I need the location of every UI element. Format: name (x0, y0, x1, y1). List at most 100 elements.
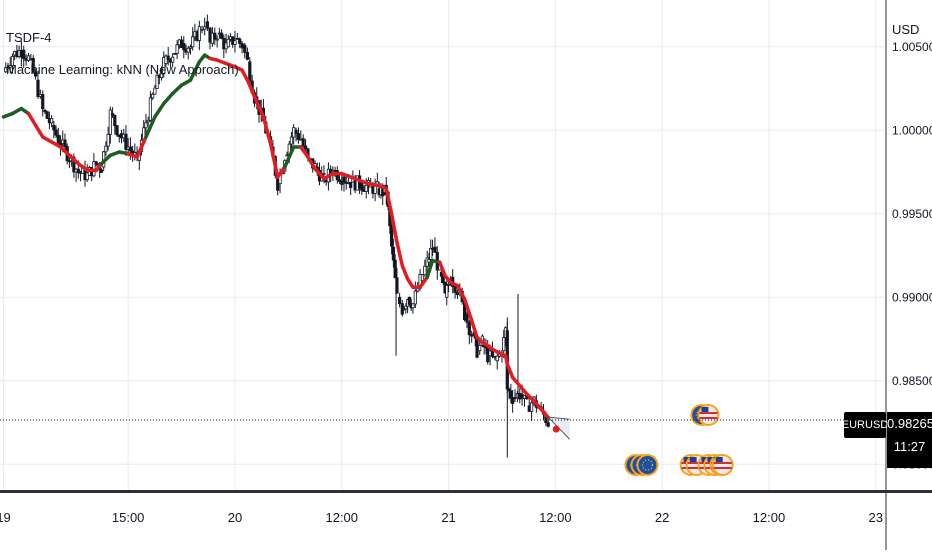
candle-body (115, 125, 119, 136)
flag-stripe (699, 412, 718, 414)
candle-body (411, 303, 415, 309)
us-event-icon[interactable] (711, 454, 734, 476)
knn-segment (418, 275, 429, 290)
candle-body (124, 133, 128, 150)
candle-body (63, 139, 67, 147)
knn-segment (275, 165, 287, 179)
price-tick-label: 0.99000 (892, 290, 932, 304)
knn-segment (400, 263, 410, 281)
flag-stripe (713, 462, 732, 464)
candle-body (433, 246, 437, 253)
knn-segment (162, 91, 175, 106)
indicator-title[interactable]: Machine Learning: kNN (New Approach) (6, 62, 239, 77)
time-axis-line (0, 490, 932, 493)
candle-body (393, 259, 397, 279)
knn-segment (170, 83, 184, 96)
candle-body (99, 169, 104, 173)
symbol-badge: EURUSD (842, 412, 888, 438)
candle-body (546, 422, 550, 427)
currency-label: USD (892, 22, 920, 37)
candle-body (108, 109, 112, 135)
time-tick-label: 12:00 (325, 510, 358, 525)
grid-lines (0, 0, 886, 491)
candle-body (6, 66, 10, 69)
candle-body (153, 87, 157, 95)
symbol-title[interactable]: TSDF-4 (6, 30, 52, 45)
bar-countdown: 11:27 (893, 439, 926, 454)
us-event-icon[interactable] (697, 404, 720, 426)
candle-body (203, 26, 207, 30)
forecast-cone (547, 416, 570, 440)
flag-canton (701, 407, 709, 412)
candle-body (470, 334, 474, 337)
candle-body (31, 57, 35, 73)
knn-segment (135, 135, 148, 159)
candle-body (159, 73, 164, 79)
candle-body (360, 183, 364, 191)
candle-body (427, 258, 431, 263)
candle-body (294, 129, 298, 134)
eu-event-icon[interactable] (636, 454, 659, 476)
candle-body (162, 56, 166, 75)
candle-body (404, 305, 408, 310)
candle-body (188, 46, 193, 49)
candle-body (186, 47, 190, 53)
candle-body (478, 344, 482, 352)
knn-segment (240, 68, 250, 82)
candle-body (182, 43, 186, 51)
candle-body (85, 172, 89, 181)
flag-canton (689, 457, 697, 462)
flag-stripe (687, 462, 706, 464)
candle-body (104, 145, 108, 153)
candle-body (22, 49, 26, 59)
candle-body (322, 172, 326, 175)
last-price-value: 0.98265 (887, 416, 932, 431)
candle-body (530, 402, 534, 412)
knn-segment (261, 115, 273, 146)
knn-line (1, 53, 550, 420)
price-tick-label: 0.98500 (892, 374, 932, 388)
knn-segment (313, 166, 326, 181)
candle-body (166, 55, 170, 61)
flag-stripe (687, 467, 706, 469)
candle-body (340, 181, 344, 185)
price-tick-label: 1.00000 (892, 123, 932, 137)
candle-body (475, 337, 479, 358)
candle-body (45, 111, 49, 119)
knn-segment (76, 161, 89, 173)
candle-body (238, 38, 242, 44)
candle-body (67, 160, 72, 163)
candle-body (220, 32, 224, 39)
candle-body (233, 40, 237, 45)
candle-body (495, 355, 499, 362)
candle-body (303, 145, 308, 150)
forecast-marker (552, 425, 560, 433)
candle-body (465, 313, 469, 323)
candle-body (52, 124, 56, 131)
candle-body (342, 176, 346, 183)
candle-body (41, 94, 45, 110)
candle-body (213, 32, 217, 40)
flag-canton (715, 457, 723, 462)
candle-body (10, 56, 15, 67)
flag-stripe (699, 417, 718, 419)
knn-segment (252, 95, 266, 119)
candle-body (391, 246, 395, 261)
knn-segment (510, 375, 522, 388)
knn-segment (389, 212, 399, 244)
candle-body (146, 119, 150, 123)
knn-segment (299, 145, 310, 159)
candle-body (445, 285, 449, 298)
time-tick-label: 20 (228, 510, 242, 525)
candle-body (337, 179, 342, 182)
candle-body (8, 65, 12, 68)
knn-segment (384, 186, 394, 216)
candle-body (50, 118, 54, 124)
last-price-box: 0.98265 11:27 (887, 412, 932, 468)
knn-segment (425, 258, 435, 279)
candle-body (502, 337, 506, 352)
economic-events[interactable] (624, 404, 734, 476)
time-tick-label: 22 (655, 510, 669, 525)
